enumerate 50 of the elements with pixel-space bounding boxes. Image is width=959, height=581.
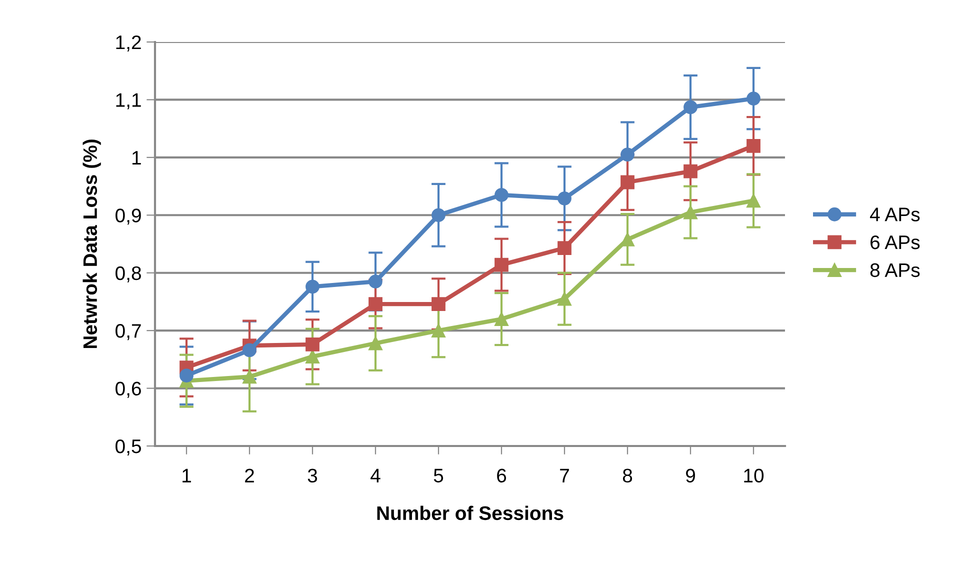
point [432,297,446,311]
y-axis-title: Netwrok Data Loss (%) [82,140,101,348]
x-tick-label: 6 [497,468,506,483]
y-tick-label: 0,7 [116,324,141,340]
point [494,188,508,202]
point [684,100,698,114]
legend-label: 8 APs [870,263,920,278]
y-tick-label: 0,6 [116,382,141,398]
point [558,191,572,206]
point [432,324,446,338]
y-tick-label: 0,8 [116,266,141,282]
point [306,350,320,364]
point [242,370,256,384]
point [432,208,446,222]
x-tick-label: 5 [434,468,444,483]
point [684,205,698,220]
x-tick-label: 4 [370,468,380,482]
point [620,175,634,190]
x-tick-label: 7 [560,468,569,482]
point [306,337,320,352]
x-tick-label: 8 [622,468,632,483]
point [746,194,760,208]
point [368,274,382,288]
y-tick-label: 1,1 [116,93,141,110]
y-tick-label: 0,9 [116,208,141,225]
point [620,148,634,162]
point [368,336,382,350]
point [494,312,508,326]
point [494,258,508,272]
legend-label: 6 APs [870,235,920,250]
point [368,297,382,311]
point [558,292,572,306]
x-axis-title: Number of Sessions [377,506,564,520]
point [684,164,698,178]
y-tick-label: 1 [132,151,141,164]
point [242,343,256,358]
point [620,232,634,246]
x-tick-label: 1 [182,468,191,482]
point [306,280,320,294]
x-tick-label: 2 [245,468,254,482]
point [558,241,572,255]
point [746,138,760,153]
point [180,368,194,383]
point [746,92,760,106]
y-tick-label: 0,5 [116,439,141,456]
y-tick-label: 1,2 [116,35,141,52]
x-tick-label: 9 [686,468,695,483]
x-tick-label: 10 [744,468,764,483]
x-tick-label: 3 [308,468,318,483]
legend-label: 4 APs [870,208,920,222]
